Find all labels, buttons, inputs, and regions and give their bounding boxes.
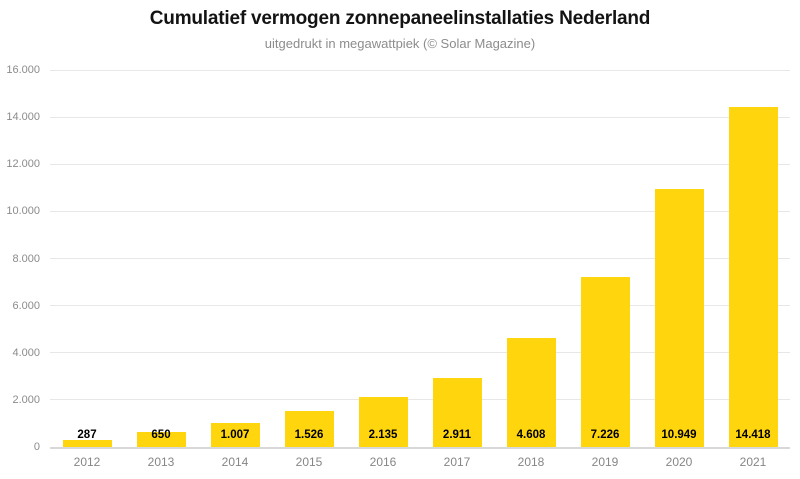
plot-area: 0 2.000 4.000 6.000 8.000 10.000 12.000 14.000 1… [6,64,790,469]
gridline [50,399,790,401]
bar-2021[interactable] [728,107,778,447]
x-axis-label-2014: 2014 [221,455,249,469]
gridline [50,69,790,71]
y-axis-tick-label: 6.000 [12,299,40,312]
x-axis-label-2020: 2020 [665,455,693,469]
bar-2020[interactable] [654,189,704,447]
bar-2015[interactable] [284,411,334,447]
gridline [50,352,790,354]
x-axis-label-2021: 2021 [739,455,767,469]
y-axis-tick-label: 8.000 [12,252,40,265]
x-axis-label-2019: 2019 [591,455,619,469]
x-axis-label-2013: 2013 [147,455,175,469]
y-axis-tick-label: 16.000 [6,64,40,76]
bar-value-label: 650 [151,429,171,441]
y-axis-tick-label: 4.000 [12,346,40,359]
bar-2017[interactable] [432,378,482,447]
y-axis-tick-label: 12.000 [6,158,40,171]
bar-value-label: 1.526 [294,429,324,441]
x-axis-label-2017: 2017 [443,455,471,469]
bar-value-label: 10.949 [661,429,697,441]
chart-subtitle: uitgedrukt in megawattpiek (© Solar Maga… [264,36,536,51]
gridline [50,258,790,259]
bar-value-label: 14.418 [735,429,771,441]
gridline [50,305,790,307]
gridline [50,210,790,212]
bar-2014[interactable] [210,423,260,447]
bar-2018[interactable] [506,338,556,447]
chart-title: Cumulatief vermogen zonnepaneelinstallat… [149,8,651,29]
bar-value-label: 2.911 [442,429,472,441]
gridline [50,163,790,165]
x-axis-label-2012: 2012 [73,455,101,469]
y-axis-tick-label: 0 [33,441,40,453]
bar-value-label: 4.608 [516,429,546,441]
y-axis-tick-label: 10.000 [6,205,40,218]
bar-value-label: 287 [77,429,97,441]
y-axis-tick-label: 14.000 [6,111,40,124]
bar-2016[interactable] [358,396,408,447]
x-axis-label-2016: 2016 [369,455,397,469]
y-axis-tick-label: 2.000 [12,393,40,406]
bar-2012[interactable] [62,440,112,447]
x-axis-label-2018: 2018 [517,455,545,469]
bar-value-label: 7.226 [590,429,620,441]
bar-2019[interactable] [580,276,630,447]
bar-value-label: 2.135 [368,429,398,441]
bar-2013[interactable] [136,431,186,447]
x-axis-label-2015: 2015 [295,455,323,469]
gridline [50,116,790,118]
bar-value-label: 1.007 [220,429,250,441]
